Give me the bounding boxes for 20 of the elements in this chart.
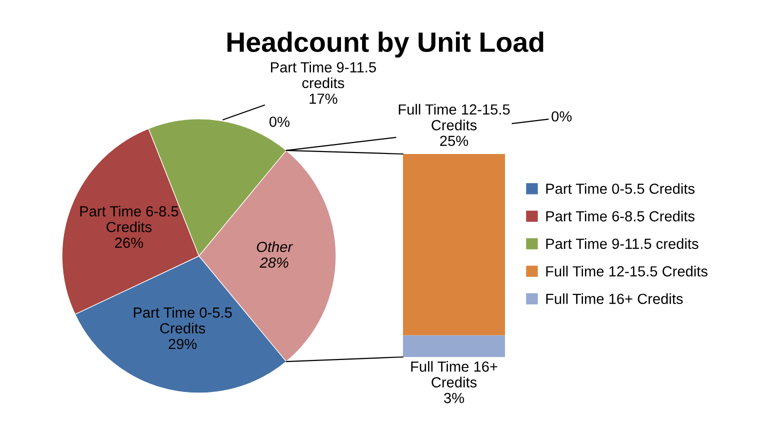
slice-label: Part Time 0-5.5 Credits [134, 307, 232, 334]
legend-label: Part Time 6-8.5 Credits [546, 210, 694, 222]
text: 0% [270, 116, 290, 127]
text: 0% [552, 111, 572, 122]
data-label: 26% [115, 238, 144, 248]
legend-label: Part Time 9-11.5 credits [546, 238, 698, 249]
legend-label: Part Time 0-5.5 Credits [546, 183, 694, 194]
slice-label: Other [256, 241, 294, 252]
text: Full Time 16+ Credits [411, 361, 498, 388]
data-label: 17% [310, 94, 338, 104]
legend-label: Full Time 12-15.5 Credits [546, 266, 708, 276]
text: Full Time 12-15.5 Credits [398, 104, 510, 130]
data-label: 25% [440, 136, 468, 146]
chart-title: Headcount by Unit Load [227, 32, 544, 58]
slice-label: Part Time 6-8.5 Credits [80, 206, 178, 232]
slice-label: Part Time 9-11.5 credits [271, 62, 376, 88]
data-label: 28% [260, 257, 288, 268]
legend-label: Full Time 16+ Credits [546, 293, 683, 304]
data-label: 29% [168, 338, 197, 350]
data-label: 3% [444, 392, 464, 404]
